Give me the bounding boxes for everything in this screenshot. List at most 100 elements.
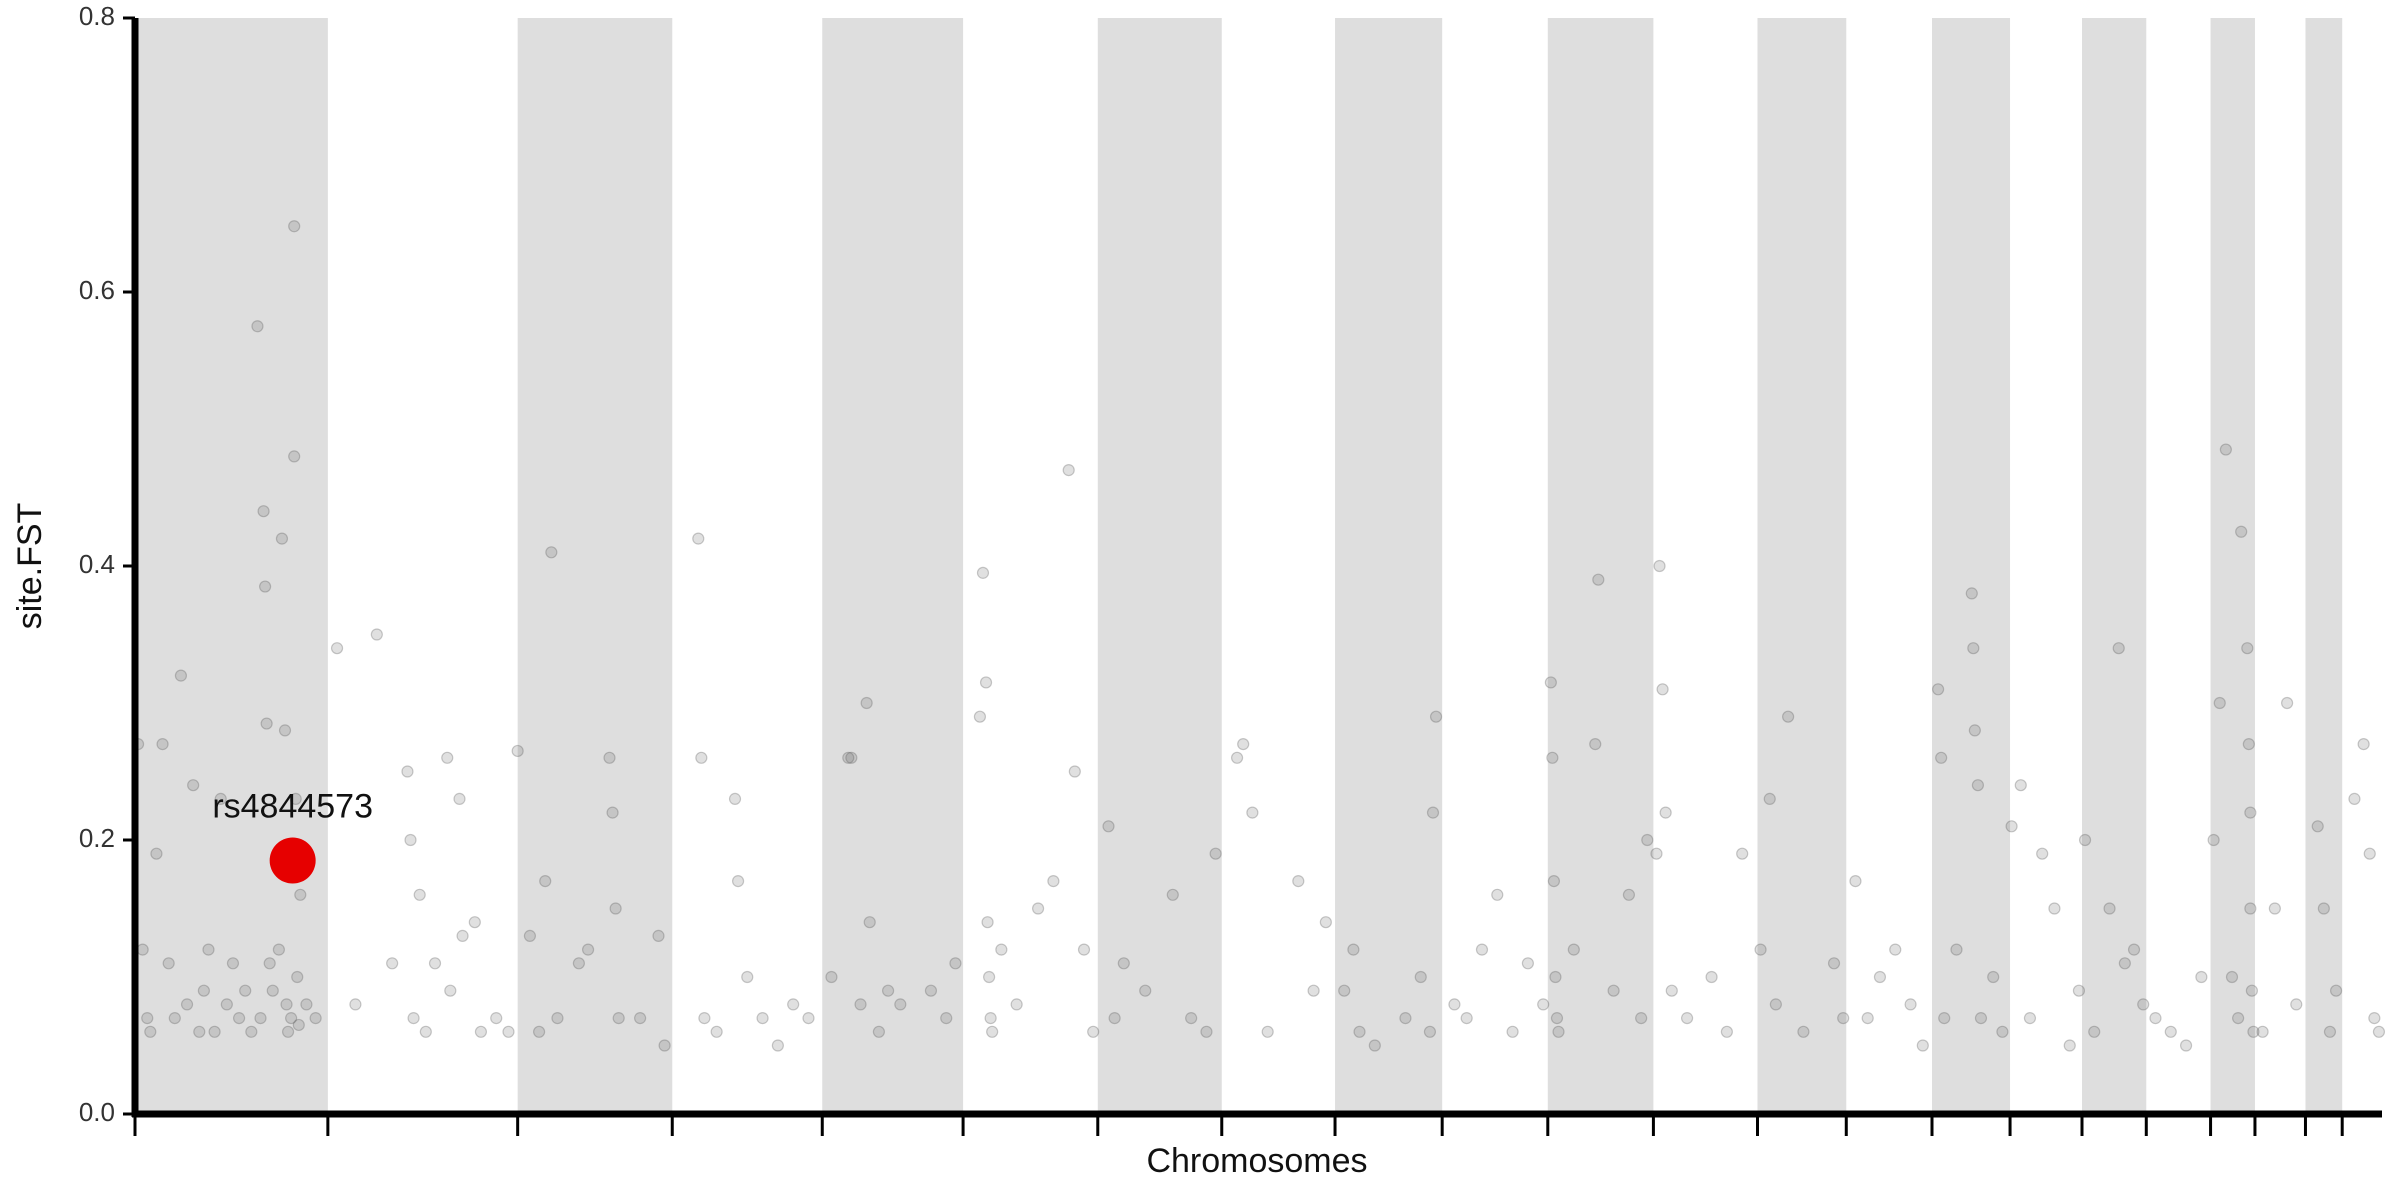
snp-point xyxy=(2149,1011,2162,1025)
snp-point xyxy=(1650,847,1663,860)
snp-point xyxy=(1448,998,1461,1011)
snp-point xyxy=(842,751,855,764)
snp-point xyxy=(2242,737,2255,751)
snp-point xyxy=(756,1011,769,1025)
snp-point xyxy=(2112,642,2125,655)
y-axis-label: site.FST xyxy=(11,503,49,630)
snp-point xyxy=(2179,1039,2193,1052)
snp-point xyxy=(294,888,307,901)
snp-point xyxy=(771,1039,784,1052)
snp-point xyxy=(1246,806,1259,819)
x-axis-label: Chromosomes xyxy=(1146,1142,1367,1180)
snp-point xyxy=(1031,902,1045,915)
snp-point xyxy=(281,1025,295,1038)
y-tick-label: 0.2 xyxy=(79,823,115,853)
snp-point xyxy=(539,874,552,888)
snp-point xyxy=(1769,998,1782,1011)
snp-point xyxy=(2023,1011,2037,1025)
snp-point xyxy=(1368,1039,1381,1052)
snp-point xyxy=(1607,984,1620,997)
snp-point xyxy=(1549,970,1562,984)
snp-point xyxy=(187,779,200,792)
y-tick-label: 0.8 xyxy=(79,1,115,31)
snp-point xyxy=(2244,902,2257,915)
snp-point xyxy=(1849,874,1862,888)
snp-point xyxy=(1102,820,1115,833)
snp-point xyxy=(2088,1025,2101,1038)
snp-point xyxy=(468,916,481,929)
snp-point xyxy=(1546,751,1559,764)
snp-point xyxy=(609,902,622,915)
snp-point xyxy=(2005,820,2018,833)
snp-point xyxy=(202,943,215,956)
snp-point xyxy=(1589,737,1602,751)
chromosome-band xyxy=(1097,18,1222,1114)
snp-point xyxy=(995,943,1008,956)
snp-point xyxy=(1261,1025,1274,1038)
snp-point xyxy=(2368,1011,2381,1025)
snp-point xyxy=(603,751,616,764)
highlight-point xyxy=(269,837,316,884)
snp-point xyxy=(1736,847,1749,860)
snp-point xyxy=(404,833,417,847)
snp-point xyxy=(1062,464,1075,477)
snp-point xyxy=(1680,1011,1694,1025)
snp-point xyxy=(2036,847,2049,860)
snp-point xyxy=(300,998,313,1011)
snp-point xyxy=(1426,806,1440,819)
snp-point xyxy=(1506,1025,1519,1038)
snp-point xyxy=(502,1025,515,1038)
snp-point xyxy=(263,957,276,970)
snp-point xyxy=(863,916,876,929)
snp-point xyxy=(1544,676,1557,689)
snp-point xyxy=(1460,1011,1473,1025)
snp-point xyxy=(1967,642,1980,655)
snp-point xyxy=(1399,1011,1412,1025)
snp-point xyxy=(1916,1039,1929,1052)
snp-point xyxy=(1782,710,1795,723)
snp-point xyxy=(1414,970,1427,984)
point-layer: rs4844573 xyxy=(131,220,2386,1052)
snp-point xyxy=(1659,806,1672,819)
snp-point xyxy=(197,984,210,997)
snp-point xyxy=(1971,779,1985,792)
snp-point xyxy=(872,1025,885,1038)
snp-point xyxy=(634,1011,647,1025)
snp-point xyxy=(2014,779,2027,792)
snp-point xyxy=(2348,792,2361,806)
snp-point xyxy=(2290,998,2303,1011)
snp-point xyxy=(2363,847,2376,860)
snp-point xyxy=(260,717,273,730)
snp-point xyxy=(226,957,240,970)
snp-point xyxy=(551,1011,564,1025)
snp-point xyxy=(698,1011,711,1025)
snp-point xyxy=(1338,984,1351,997)
snp-point xyxy=(612,1011,625,1025)
snp-point xyxy=(1550,1011,1564,1025)
snp-point xyxy=(1965,587,1978,600)
snp-point xyxy=(983,970,996,984)
snp-point xyxy=(309,1011,322,1025)
snp-point xyxy=(2323,1025,2337,1038)
snp-point xyxy=(278,724,292,737)
snp-point xyxy=(1837,1011,1850,1025)
snp-point xyxy=(2256,1025,2269,1038)
snp-point xyxy=(1429,710,1443,723)
snp-point xyxy=(1622,888,1636,901)
snp-point xyxy=(254,1011,267,1025)
axis-layer: 0.0 0.2 0.4 0.6 0.8 xyxy=(79,1,2382,1136)
snp-point xyxy=(444,984,457,997)
snp-point xyxy=(1200,1025,1213,1038)
snp-point xyxy=(1353,1025,1366,1038)
snp-point xyxy=(1108,1011,1121,1025)
snp-point xyxy=(330,642,344,655)
snp-point xyxy=(1292,874,1305,888)
snp-point xyxy=(2317,902,2330,915)
snp-point xyxy=(2232,1011,2245,1025)
snp-point xyxy=(401,765,414,778)
snp-point xyxy=(787,998,800,1011)
snp-point xyxy=(1873,970,1887,984)
snp-point xyxy=(419,1025,432,1038)
snp-point xyxy=(413,888,426,901)
